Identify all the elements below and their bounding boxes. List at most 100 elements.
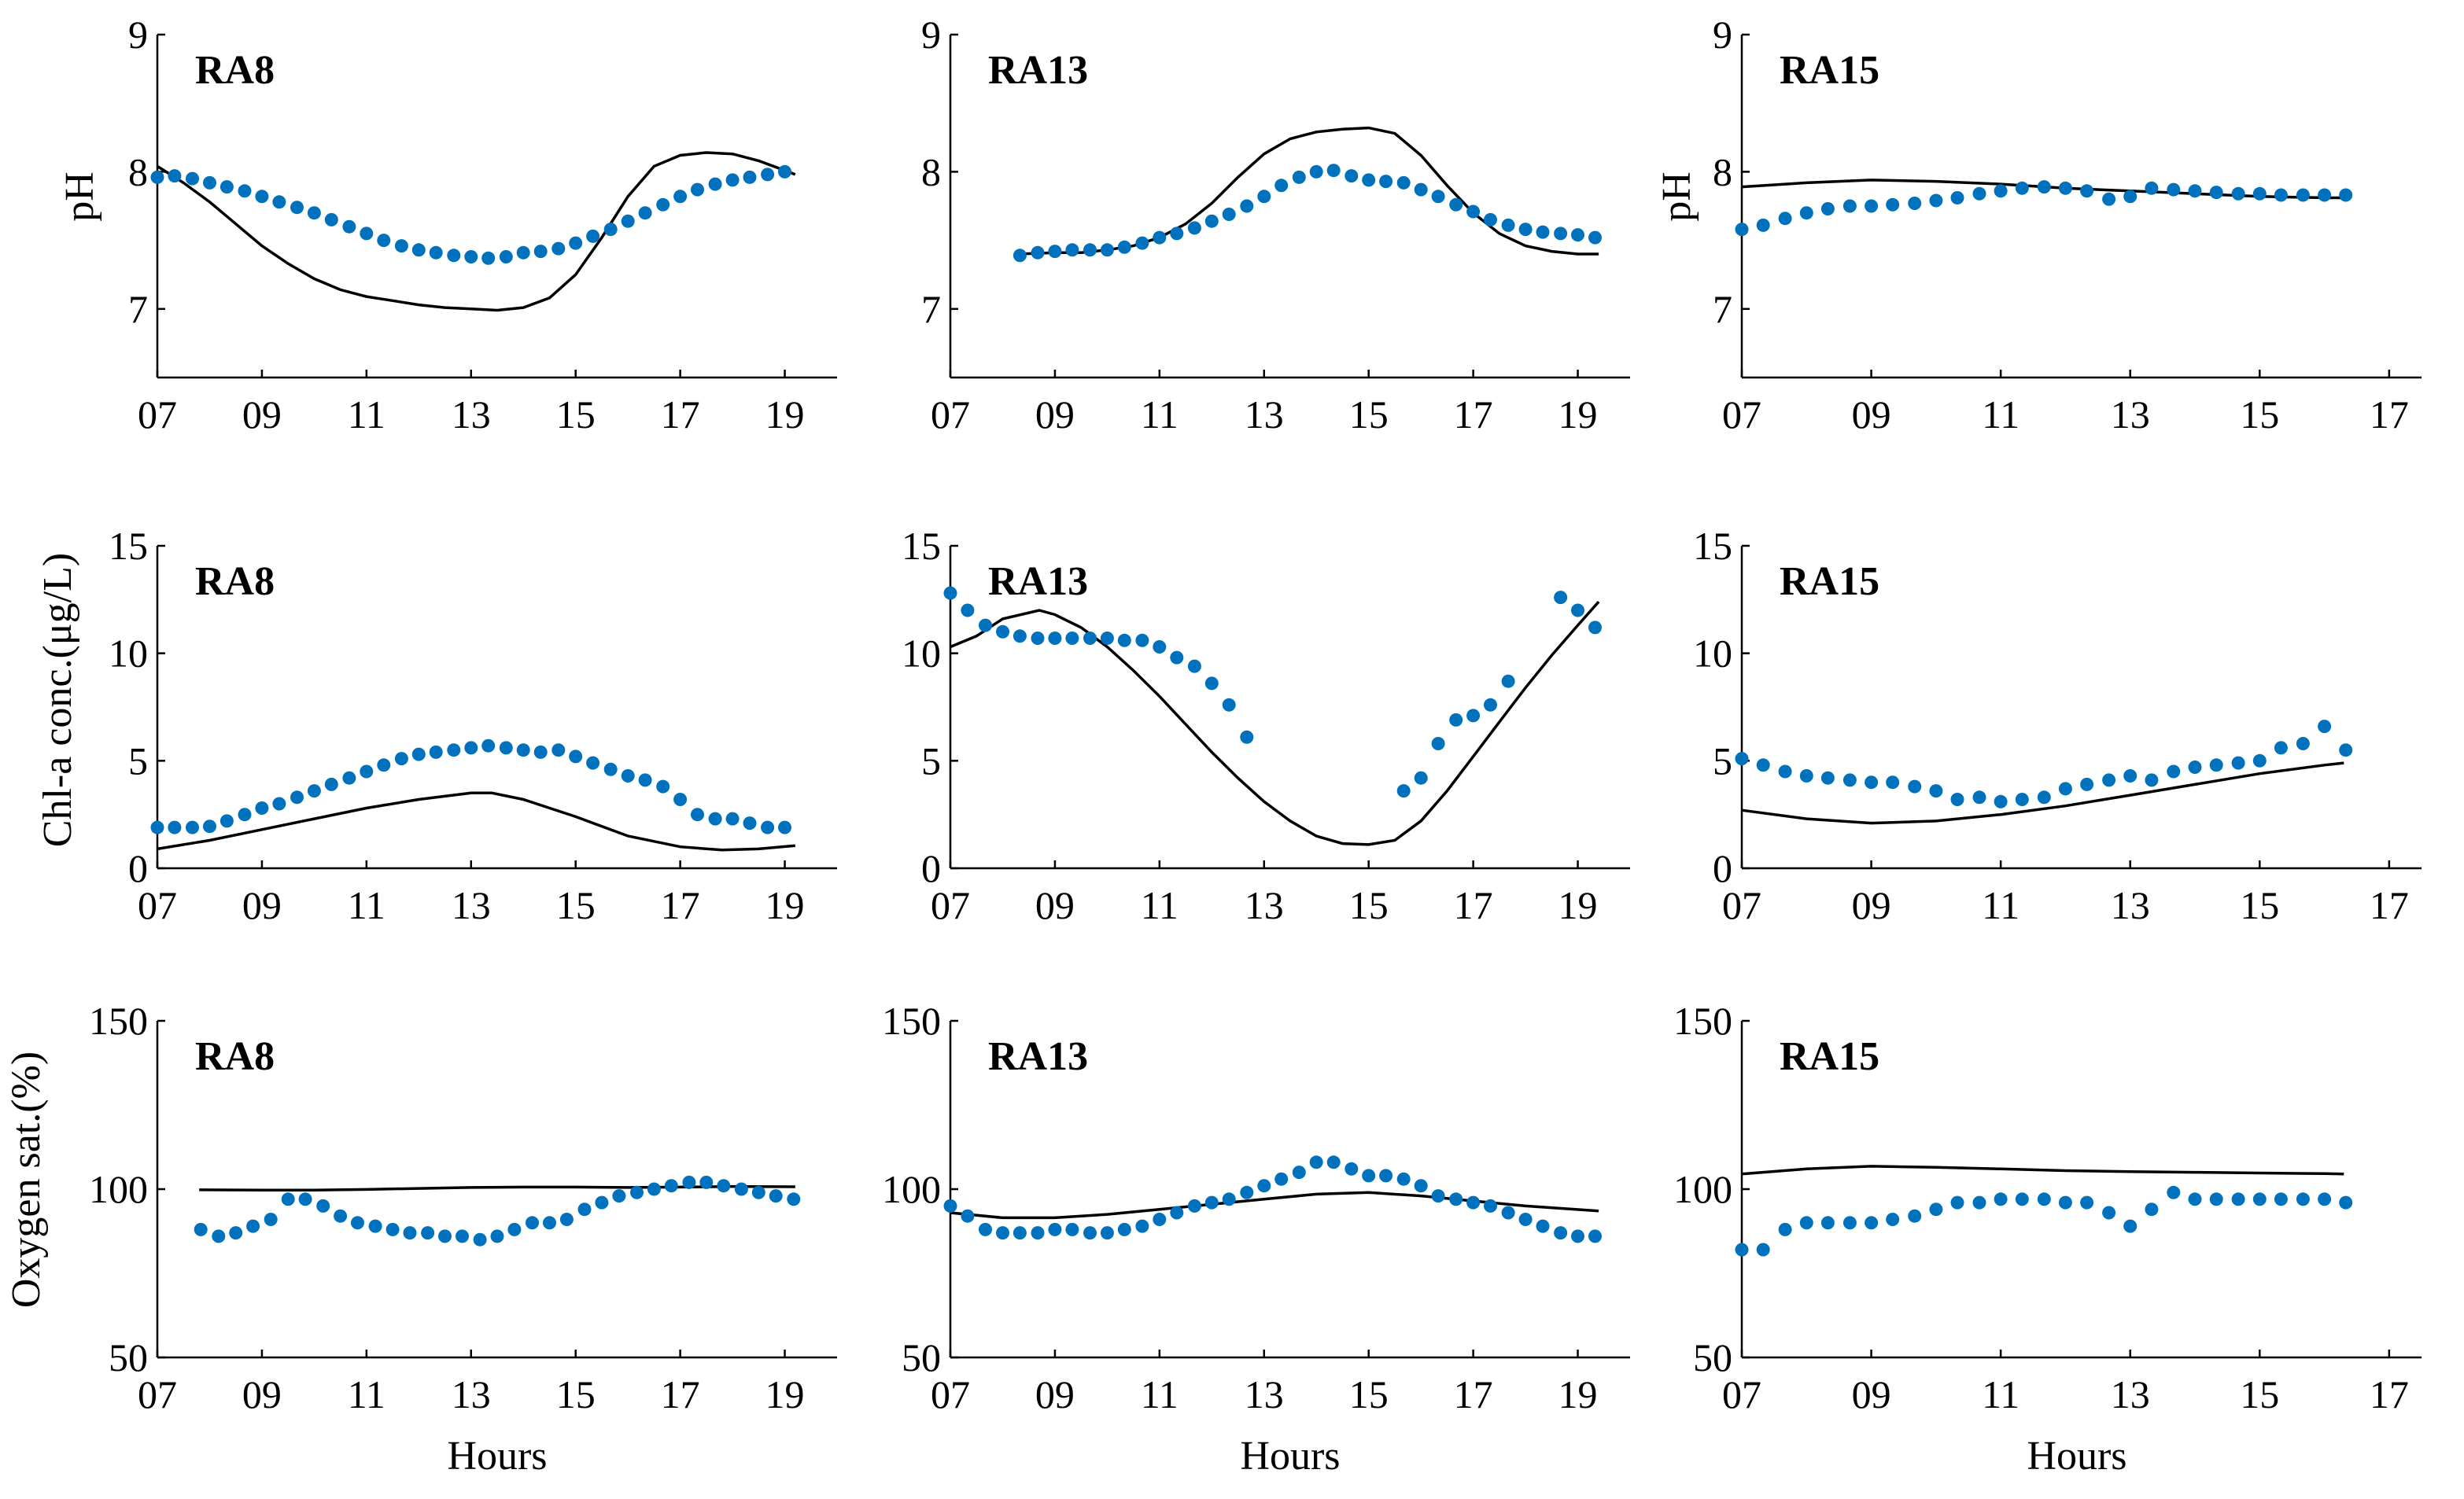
y-tick-label: 7 xyxy=(128,287,148,331)
row-ylabels: pH Chl-a conc.(μg/L) Oxygen sat.(%) pH xyxy=(4,171,1699,1308)
data-point xyxy=(1187,1199,1201,1213)
data-point xyxy=(1886,1213,1900,1226)
data-point xyxy=(1362,173,1376,187)
data-point xyxy=(2231,186,2245,201)
data-point xyxy=(1554,1226,1568,1240)
data-point xyxy=(429,245,443,260)
data-point xyxy=(194,1222,208,1236)
data-point xyxy=(298,1192,312,1206)
y-tick-label: 7 xyxy=(921,287,941,331)
y-tick-label: 15 xyxy=(1693,524,1732,568)
ylabel-ph: pH xyxy=(57,171,102,222)
data-point xyxy=(1994,794,2008,808)
data-point xyxy=(2188,761,2202,774)
data-point xyxy=(1240,1185,1254,1199)
data-point xyxy=(1972,186,1986,201)
model-line xyxy=(157,791,795,852)
data-point xyxy=(186,171,199,186)
x-tick-label: 15 xyxy=(1349,883,1389,927)
data-point xyxy=(238,184,252,198)
x-tick-label: 07 xyxy=(1722,392,1761,436)
data-point xyxy=(1187,221,1201,235)
data-point xyxy=(2296,737,2310,750)
data-point xyxy=(421,1226,435,1240)
data-point xyxy=(2274,1192,2288,1206)
data-point xyxy=(238,808,252,822)
x-tick-label: 19 xyxy=(765,1372,805,1416)
data-point xyxy=(612,1189,626,1203)
data-point xyxy=(1886,197,1900,212)
y-tick-label: 8 xyxy=(1713,149,1732,193)
y-tick-label: 50 xyxy=(902,1335,941,1379)
y-tick-label: 50 xyxy=(109,1335,148,1379)
data-point xyxy=(2102,773,2116,787)
model-line xyxy=(1741,1165,2344,1176)
data-point xyxy=(1536,225,1550,239)
data-point xyxy=(1204,676,1219,691)
data-point xyxy=(1170,650,1184,665)
data-point xyxy=(473,1232,487,1247)
data-point xyxy=(1117,633,1131,647)
data-point xyxy=(1292,1166,1306,1180)
data-point xyxy=(2318,188,2332,202)
data-point xyxy=(2188,1192,2202,1206)
data-point xyxy=(2252,1192,2267,1206)
x-tick-label: 09 xyxy=(1852,1372,1891,1416)
x-tick-label: 11 xyxy=(1141,1372,1179,1416)
data-point xyxy=(569,236,583,250)
data-point xyxy=(1908,1209,1922,1223)
data-point xyxy=(1065,632,1079,645)
data-point xyxy=(699,1175,714,1189)
data-point xyxy=(1379,1169,1393,1183)
y-tick-label: 5 xyxy=(1713,738,1732,783)
y-tick-label: 5 xyxy=(128,738,148,783)
panel-r2c2-ra15: 50 100 150 07 09 11 13 15 17 RA15 xyxy=(1673,999,2422,1416)
data-point xyxy=(507,1222,522,1236)
y-tick-label: 50 xyxy=(1693,1335,1732,1379)
data-point xyxy=(1484,1199,1497,1213)
x-tick-label: 13 xyxy=(452,1372,491,1416)
y-tick-label: 9 xyxy=(1713,13,1732,57)
data-point xyxy=(1117,1222,1131,1236)
x-tick-label: 13 xyxy=(452,883,491,927)
observed-points xyxy=(150,164,791,265)
panel-title: RA15 xyxy=(1780,559,1879,604)
data-point xyxy=(1756,758,1770,772)
data-point xyxy=(2274,188,2288,202)
data-point xyxy=(1187,659,1201,673)
x-tick-label: 07 xyxy=(138,392,177,436)
x-tick-label: 13 xyxy=(1245,392,1284,436)
data-point xyxy=(377,758,391,772)
x-tick-label: 15 xyxy=(556,883,596,927)
data-point xyxy=(787,1192,801,1206)
data-point xyxy=(2188,184,2202,198)
x-tick-label: 09 xyxy=(242,1372,282,1416)
data-point xyxy=(1240,199,1254,213)
data-point xyxy=(2167,182,2181,197)
data-point xyxy=(2339,188,2353,202)
y-tick-label: 0 xyxy=(921,846,941,890)
data-point xyxy=(1842,773,1857,787)
data-point xyxy=(1820,771,1835,785)
data-point xyxy=(1153,230,1167,245)
data-point xyxy=(1554,591,1568,605)
data-point xyxy=(1013,629,1027,643)
data-point xyxy=(1735,223,1749,237)
data-point xyxy=(1309,164,1323,179)
data-point xyxy=(1083,632,1097,645)
data-point xyxy=(516,743,530,757)
data-point xyxy=(203,819,216,834)
data-point xyxy=(1065,1222,1079,1236)
data-point xyxy=(1929,1203,1943,1217)
y-tick-label: 150 xyxy=(89,999,148,1043)
data-point xyxy=(1013,1226,1027,1240)
data-point xyxy=(2318,1192,2332,1206)
data-point xyxy=(255,801,269,815)
data-point xyxy=(1414,1179,1428,1193)
data-point xyxy=(1292,170,1306,184)
x-tick-label: 11 xyxy=(348,1372,385,1416)
data-point xyxy=(1414,771,1428,785)
data-point xyxy=(603,223,618,237)
